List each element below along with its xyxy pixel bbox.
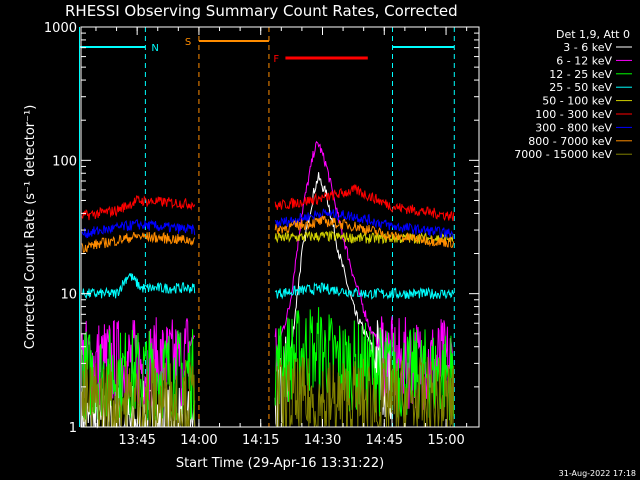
axes: 13:45 14:00 14:15 14:30 14:45 15:00 1 10 100 1000	[44, 21, 479, 448]
legend-label-4: 25 - 50 keV	[549, 81, 612, 94]
plot-frame	[80, 26, 480, 428]
plot-area: N S F	[78, 27, 455, 429]
flag-S-label: S	[185, 37, 191, 48]
series-line-7-part-2	[274, 208, 455, 240]
x-tick-label-4: 14:45	[366, 433, 403, 448]
legend-label-7: 300 - 800 keV	[535, 121, 612, 134]
series-line-3-part-1	[81, 329, 196, 421]
series-line-9-part-2	[275, 356, 455, 428]
legend-label-9: 7000 - 15000 keV	[514, 148, 612, 161]
legend-label-5: 50 - 100 keV	[542, 95, 612, 108]
legend-label-3: 12 - 25 keV	[549, 68, 612, 81]
legend-label-6: 100 - 300 keV	[535, 108, 612, 121]
x-tick-label-5: 15:00	[427, 433, 464, 448]
y-axis-label: Corrected Count Rate (s⁻¹ detector⁻¹)	[23, 105, 38, 350]
legend-label-8: 800 - 7000 keV	[528, 135, 612, 148]
x-tick-label-2: 14:15	[242, 433, 279, 448]
series-line-4-part-2	[274, 282, 455, 300]
y-tick-label-0: 1	[69, 421, 77, 436]
x-tick-label-1: 14:00	[180, 433, 217, 448]
series-line-7-part-1	[81, 219, 196, 239]
x-tick-label-0: 13:45	[118, 433, 155, 448]
flag-F-label: F	[273, 54, 279, 65]
chart-title: RHESSI Observing Summary Count Rates, Co…	[65, 2, 458, 20]
legend-label-1: 3 - 6 keV	[563, 41, 612, 54]
x-axis-label: Start Time (29-Apr-16 13:31:22)	[176, 456, 384, 471]
y-tick-label-3: 1000	[44, 21, 77, 36]
legend-header: Det 1,9, Att 0	[556, 28, 630, 41]
footer-date: 31-Aug-2022 17:18	[559, 469, 636, 478]
x-tick-label-3: 14:30	[304, 433, 341, 448]
series-line-8-part-2	[274, 215, 455, 248]
flag-N-label: N	[151, 43, 158, 54]
series-line-8-part-1	[81, 231, 196, 253]
series-line-9-part-1	[81, 359, 196, 429]
y-tick-label-2: 100	[52, 154, 77, 169]
y-tick-label-1: 10	[60, 288, 77, 303]
legend-label-2: 6 - 12 keV	[556, 54, 612, 67]
series-line-6-part-2	[274, 184, 455, 222]
series-line-6-part-1	[81, 195, 196, 221]
series-line-4-part-1	[81, 272, 196, 300]
series-line-3-part-2	[274, 307, 455, 421]
